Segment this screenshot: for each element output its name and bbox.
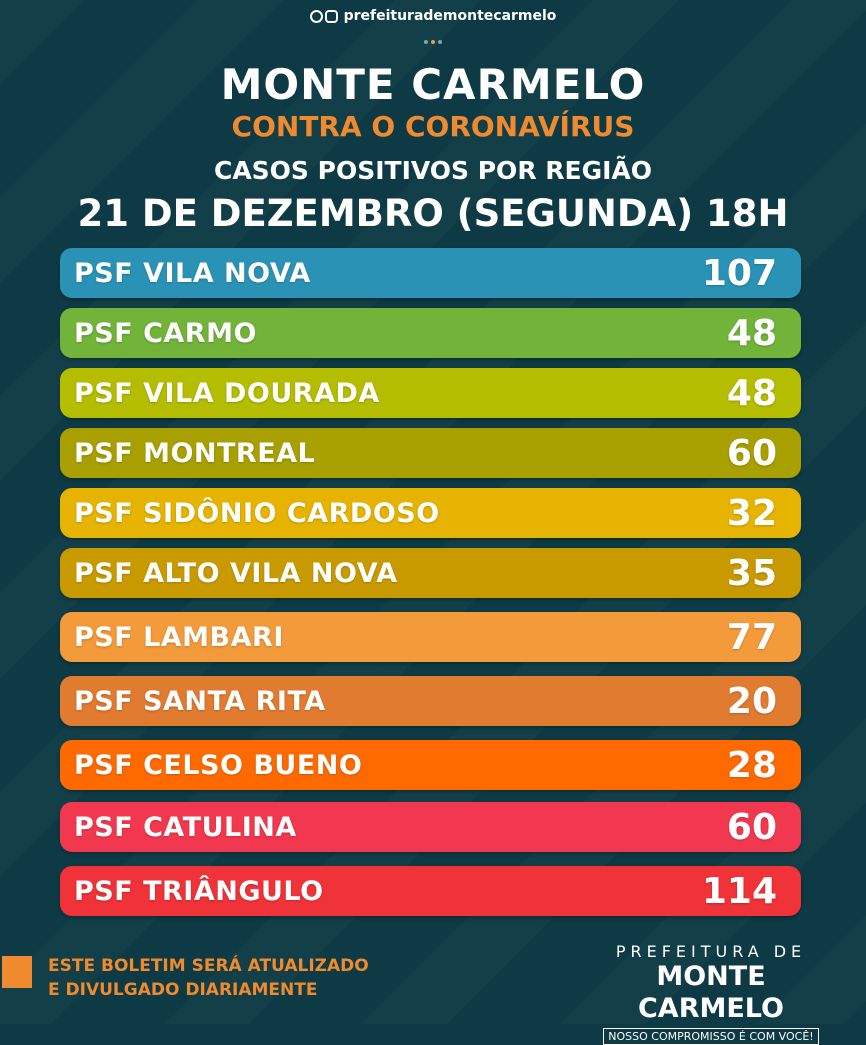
region-name: PSF SANTA RITA (74, 685, 326, 717)
region-count: 60 (726, 806, 777, 848)
facebook-icon (309, 9, 323, 23)
logo-line-1: PREFEITURA DE (615, 942, 807, 961)
page-subtitle: CONTRA O CORONAVÍRUS (231, 110, 635, 143)
region-row: PSF LAMBARI 77 (60, 612, 801, 662)
bulletin-date: 21 DE DEZEMBRO (SEGUNDA) 18H (77, 192, 789, 235)
region-count: 77 (726, 616, 777, 658)
region-count: 48 (726, 372, 777, 414)
region-row: PSF CARMO 48 (60, 308, 801, 358)
region-row: PSF TRIÂNGULO 114 (60, 866, 801, 916)
region-row: PSF ALTO VILA NOVA 35 (60, 548, 801, 598)
decorative-dots (0, 40, 866, 44)
region-row: PSF CATULINA 60 (60, 802, 801, 852)
section-heading: CASOS POSITIVOS POR REGIÃO (213, 156, 653, 185)
region-name: PSF CATULINA (74, 811, 297, 843)
region-count: 114 (701, 870, 777, 912)
notice-line-2: E DIVULGADO DIARIAMENTE (48, 980, 318, 1000)
notice-marker (2, 956, 32, 988)
region-count: 107 (701, 252, 777, 294)
region-count: 60 (726, 432, 777, 474)
logo-line-2: MONTE CARMELO (637, 961, 784, 1024)
region-name: PSF VILA NOVA (74, 257, 311, 289)
region-name: PSF CARMO (74, 317, 257, 349)
region-name: PSF LAMBARI (74, 621, 284, 653)
region-name: PSF SIDÔNIO CARDOSO (74, 497, 440, 529)
notice-line-1: ESTE BOLETIM SERÁ ATUALIZADO (48, 956, 369, 976)
region-row: PSF SIDÔNIO CARDOSO 32 (60, 488, 801, 538)
instagram-icon (324, 9, 338, 23)
region-row: PSF MONTREAL 60 (60, 428, 801, 478)
region-name: PSF ALTO VILA NOVA (74, 557, 398, 589)
social-handle: prefeiturademontecarmelo (343, 8, 557, 24)
region-row: PSF SANTA RITA 20 (60, 676, 801, 726)
region-name: PSF TRIÂNGULO (74, 875, 324, 907)
region-count: 48 (726, 312, 777, 354)
region-count: 32 (726, 492, 777, 534)
city-hall-logo: PREFEITURA DE MONTE CARMELO NOSSO COMPRO… (580, 942, 842, 1045)
region-count: 20 (726, 680, 777, 722)
social-handle-bar: prefeiturademontecarmelo (0, 8, 866, 24)
region-name: PSF VILA DOURADA (74, 377, 380, 409)
region-name: PSF MONTREAL (74, 437, 316, 469)
region-name: PSF CELSO BUENO (74, 749, 363, 781)
logo-tagline: NOSSO COMPROMISSO É COM VOCÊ! (603, 1028, 819, 1045)
region-row: PSF VILA DOURADA 48 (60, 368, 801, 418)
region-row: PSF VILA NOVA 107 (60, 248, 801, 298)
region-row: PSF CELSO BUENO 28 (60, 740, 801, 790)
region-count: 28 (726, 744, 777, 786)
page-title: MONTE CARMELO (220, 60, 646, 109)
update-notice: ESTE BOLETIM SERÁ ATUALIZADO E DIVULGADO… (48, 954, 369, 1002)
region-count: 35 (726, 552, 777, 594)
